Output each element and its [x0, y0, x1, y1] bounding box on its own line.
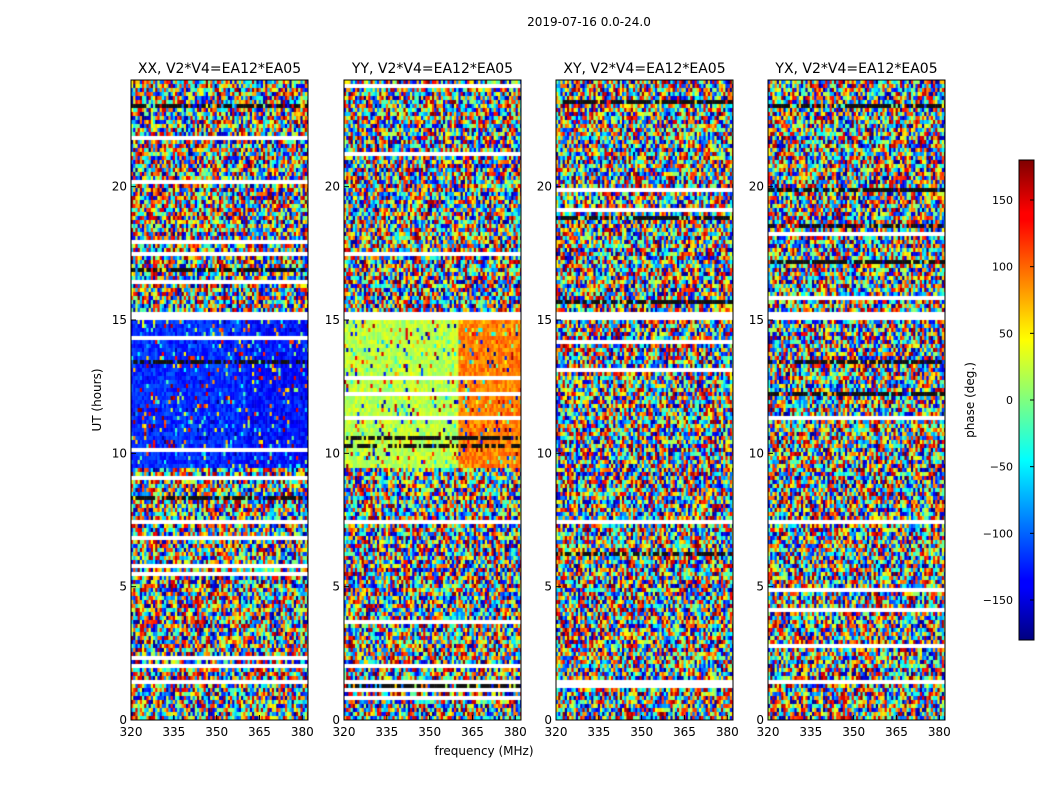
x-tick-label: 350 [418, 725, 441, 739]
phase-heatmap [344, 80, 521, 720]
y-tick-label: 10 [325, 446, 340, 460]
x-tick-label: 335 [162, 725, 185, 739]
figure-suptitle: 2019-07-16 0.0-24.0 [527, 15, 651, 29]
panel-frame [343, 79, 522, 721]
x-tick-label: 350 [630, 725, 653, 739]
x-tick-label: 335 [799, 725, 822, 739]
y-tick-label: 10 [112, 446, 127, 460]
x-tick-label: 350 [205, 725, 228, 739]
colorbar-tick-label: −50 [990, 461, 1013, 474]
phase-heatmap [556, 80, 733, 720]
y-tick-label: 20 [325, 180, 340, 194]
y-tick-label: 5 [544, 580, 552, 594]
panel-frame [130, 79, 309, 721]
phase-heatmap [131, 80, 308, 720]
panel-1: YY, V2*V4=EA12*EA05 320 335 350 365 380 0 5 10 15… [325, 61, 527, 739]
panel-title: XX, V2*V4=EA12*EA05 [138, 61, 301, 77]
colorbar-tick-label: 0 [1006, 394, 1013, 407]
x-tick-label: 380 [928, 725, 951, 739]
phase-heatmap [768, 80, 945, 720]
x-tick-label: 365 [673, 725, 696, 739]
x-tick-label: 365 [885, 725, 908, 739]
colorbar-tick-label: 150 [992, 194, 1013, 207]
colorbar-tick-label: −100 [983, 527, 1013, 540]
panel-0: XX, V2*V4=EA12*EA05 320 335 350 365 380 0 5 10 15… [112, 61, 314, 739]
panel-title: YY, V2*V4=EA12*EA05 [351, 61, 513, 77]
y-tick-label: 10 [537, 446, 552, 460]
y-tick-label: 5 [332, 580, 340, 594]
x-tick-label: 320 [333, 725, 356, 739]
x-tick-label: 380 [504, 725, 527, 739]
y-tick-label: 20 [112, 180, 127, 194]
x-tick-label: 320 [120, 725, 143, 739]
x-tick-label: 320 [545, 725, 568, 739]
panel-frame [767, 79, 946, 721]
y-tick-label: 15 [537, 313, 552, 327]
colorbar-ticks: 150 100 50 0 −50 −100 −150 [983, 194, 1034, 607]
x-axis-label: frequency (MHz) [434, 744, 533, 758]
x-tick-label: 335 [587, 725, 610, 739]
y-tick-label: 0 [756, 713, 764, 727]
y-tick-label: 15 [112, 313, 127, 327]
panel-frame [555, 79, 734, 721]
y-tick-label: 5 [756, 580, 764, 594]
y-tick-label: 5 [119, 580, 127, 594]
y-tick-label: 10 [749, 446, 764, 460]
y-tick-label: 0 [332, 713, 340, 727]
panel-title: XY, V2*V4=EA12*EA05 [563, 61, 725, 77]
colorbar-tick-label: 50 [999, 327, 1013, 340]
y-axis-label: UT (hours) [90, 368, 104, 431]
x-tick-label: 365 [248, 725, 271, 739]
x-tick-label: 350 [842, 725, 865, 739]
colorbar-tick-label: −150 [983, 594, 1013, 607]
panels: XX, V2*V4=EA12*EA05 320 335 350 365 380 0 5 10 15… [112, 61, 951, 739]
x-tick-label: 380 [716, 725, 739, 739]
y-tick-label: 20 [749, 180, 764, 194]
x-tick-label: 380 [291, 725, 314, 739]
y-tick-label: 15 [749, 313, 764, 327]
y-tick-label: 0 [544, 713, 552, 727]
x-tick-label: 365 [461, 725, 484, 739]
colorbar-tick-label: 100 [992, 261, 1013, 274]
x-tick-label: 320 [757, 725, 780, 739]
panel-3: YX, V2*V4=EA12*EA05 320 335 350 365 380 0 5 10 15… [749, 61, 951, 739]
y-tick-label: 15 [325, 313, 340, 327]
panel-2: XY, V2*V4=EA12*EA05 320 335 350 365 380 0 5 10 15… [537, 61, 739, 739]
colorbar-label: phase (deg.) [963, 362, 977, 438]
colorbar: 150 100 50 0 −50 −100 −150 phase (deg.) [963, 159, 1035, 641]
y-tick-label: 0 [119, 713, 127, 727]
panel-title: YX, V2*V4=EA12*EA05 [774, 61, 937, 77]
x-tick-label: 335 [375, 725, 398, 739]
y-tick-label: 20 [537, 180, 552, 194]
